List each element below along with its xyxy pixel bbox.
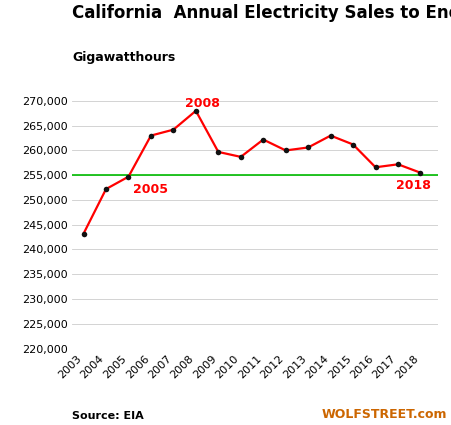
Point — [394, 161, 401, 168]
Text: 2008: 2008 — [184, 97, 219, 110]
Point — [259, 136, 266, 143]
Point — [371, 164, 378, 171]
Text: WOLFSTREET.com: WOLFSTREET.com — [321, 408, 446, 421]
Point — [349, 141, 356, 148]
Point — [124, 173, 132, 180]
Text: California  Annual Electricity Sales to End Users: California Annual Electricity Sales to E… — [72, 4, 451, 22]
Text: Gigawatthours: Gigawatthours — [72, 51, 175, 64]
Text: Source: EIA: Source: EIA — [72, 411, 144, 421]
Point — [237, 153, 244, 160]
Point — [326, 132, 333, 139]
Point — [192, 108, 199, 114]
Text: 2018: 2018 — [395, 178, 430, 192]
Point — [147, 132, 154, 139]
Point — [80, 230, 87, 237]
Point — [170, 126, 177, 133]
Point — [416, 169, 423, 176]
Point — [214, 148, 221, 155]
Point — [304, 144, 311, 151]
Text: 2005: 2005 — [133, 182, 168, 196]
Point — [281, 147, 289, 154]
Point — [102, 186, 110, 193]
